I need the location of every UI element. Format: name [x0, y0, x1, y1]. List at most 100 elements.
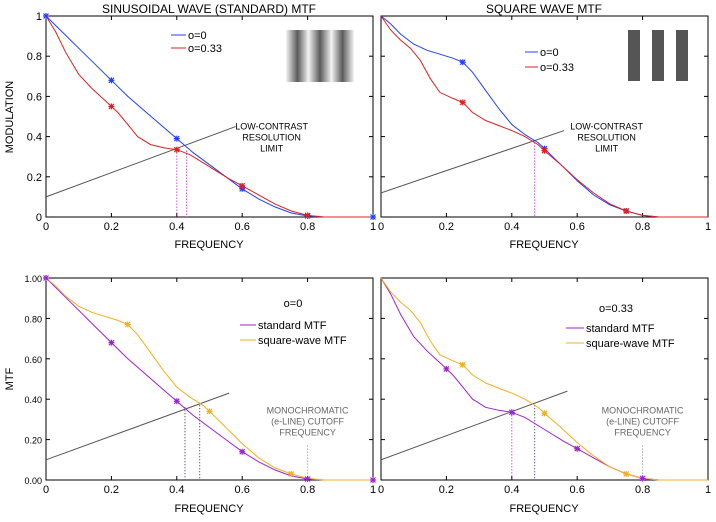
chart-title: SQUARE WAVE MTF [486, 2, 602, 16]
data-point [173, 398, 180, 405]
x-tick-label: 1 [370, 221, 376, 233]
x-tick-label: 0.4 [169, 484, 184, 496]
annotation-text: (e-LINE) CUTOFF [606, 416, 679, 426]
sine-pattern-icon [286, 30, 354, 82]
data-point [288, 470, 295, 477]
series-line [380, 15, 708, 218]
data-point [459, 59, 466, 66]
square-bar-icon [676, 30, 688, 81]
y-axis-label: MTF [4, 367, 16, 390]
data-point [623, 207, 630, 214]
data-point [43, 275, 49, 281]
contrast-threshold-line [380, 130, 565, 194]
plot-area: 0 0.2 0.4 0.6 0.8 1 LOW-CONTRASTRESOLUTIONLIMI… [378, 15, 711, 233]
contrast-threshold-line [380, 390, 568, 461]
series-line [380, 277, 708, 481]
plot-area: 0 0.2 0.4 0.6 0.8 1 0 0.2 0.4 0.6 0.8 1 LOW-CONTRAST… [27, 11, 376, 233]
y-tick-label: 0.4 [27, 132, 42, 144]
plot-frame [380, 277, 709, 481]
data-point [108, 77, 115, 84]
data-point [124, 321, 131, 328]
x-tick-label: 0.2 [439, 484, 454, 496]
x-axis-label: FREQUENCY [174, 239, 244, 251]
panel-comparison-o0: MTF FREQUENCY o=0 standard MTF square-wa… [4, 274, 376, 515]
x-tick-label: 0.2 [439, 221, 454, 233]
data-point [304, 475, 311, 482]
x-tick-label: 0.6 [570, 221, 585, 233]
x-tick-label: 1 [370, 484, 376, 496]
annotation-text: RESOLUTION [242, 133, 301, 143]
annotation-text: MONOCHROMATIC [267, 405, 349, 415]
x-tick-label: 0.8 [635, 484, 650, 496]
data-point [370, 214, 376, 220]
data-point [206, 408, 213, 415]
x-tick-label: 0.6 [235, 484, 250, 496]
data-point [239, 182, 246, 189]
x-tick-label: 0.4 [504, 221, 519, 233]
data-point [508, 409, 515, 416]
panel-comparison-o033: FREQUENCY o=0.33 standard MTF square-wav… [378, 277, 711, 515]
data-point [541, 147, 548, 154]
legend-entry-0: o=0 [540, 47, 559, 59]
x-tick-label: 1 [705, 484, 711, 496]
x-tick-label: 0.4 [169, 221, 184, 233]
panel-sinusoidal: SINUSOIDAL WAVE (STANDARD) MTF MODULATIO… [4, 2, 376, 251]
data-point [639, 475, 646, 482]
plot-frame [380, 15, 709, 218]
y-tick-label: 0.00 [24, 476, 42, 486]
legend-entry-1: square-wave MTF [258, 335, 347, 347]
x-tick-label: 0.8 [635, 221, 650, 233]
annotation-text: LIMIT [260, 144, 284, 154]
x-tick-label: 0.6 [570, 484, 585, 496]
y-tick-label: 0.60 [24, 355, 42, 365]
legend-entry-0: standard MTF [586, 323, 655, 335]
data-point [541, 410, 548, 417]
data-point [108, 103, 115, 110]
legend-entry-1: o=0.33 [188, 43, 222, 55]
x-tick-label: 0 [43, 221, 49, 233]
contrast-threshold-line [45, 126, 236, 198]
y-tick-label: 0.80 [24, 314, 42, 324]
series-line [380, 277, 708, 481]
plot-frame [45, 15, 374, 218]
data-point [304, 212, 311, 219]
series-line [380, 15, 708, 218]
x-tick-label: 1 [705, 221, 711, 233]
x-tick-label: 0.2 [104, 221, 119, 233]
annotation-text: RESOLUTION [577, 133, 636, 143]
annotation-text: LOW-CONTRAST [235, 122, 308, 132]
legend-entry-1: o=0.33 [540, 62, 574, 74]
y-tick-label: 1.00 [24, 274, 42, 284]
x-axis-label: FREQUENCY [174, 503, 244, 515]
legend-entry-1: square-wave MTF [586, 338, 675, 350]
x-tick-label: 0.8 [300, 221, 315, 233]
x-axis-label: FREQUENCY [509, 503, 579, 515]
series-line [45, 277, 373, 481]
annotation-text: FREQUENCY [279, 427, 336, 437]
contrast-threshold-line [45, 392, 230, 461]
data-point [574, 445, 581, 452]
plot-area: 0 0.2 0.4 0.6 0.8 1 MONOCHROMATIC(e-LINE) CUTO… [378, 277, 711, 496]
y-tick-label: 0.40 [24, 395, 42, 405]
annotation-text: FREQUENCY [614, 427, 671, 437]
data-point [108, 339, 115, 346]
legend-heading: o=0.33 [599, 303, 633, 315]
legend-heading: o=0 [284, 298, 303, 310]
y-tick-label: 0.8 [27, 51, 42, 63]
data-point [623, 470, 630, 477]
annotation-text: LOW-CONTRAST [570, 122, 643, 132]
x-tick-label: 0 [378, 221, 384, 233]
y-tick-label: 0.6 [27, 91, 42, 103]
plot-frame [45, 277, 374, 481]
x-tick-label: 0 [43, 484, 49, 496]
plot-area: 0 0.2 0.4 0.6 0.8 1 0.00 0.20 0.40 0.60 0.80 1.00 MO… [24, 274, 376, 496]
data-point [43, 13, 49, 19]
data-point [459, 99, 466, 106]
x-tick-label: 0.8 [300, 484, 315, 496]
annotation-text: (e-LINE) CUTOFF [271, 416, 344, 426]
data-point [370, 477, 376, 483]
x-axis-label: FREQUENCY [509, 239, 579, 251]
data-point [173, 135, 180, 142]
chart-title: SINUSOIDAL WAVE (STANDARD) MTF [102, 2, 316, 16]
